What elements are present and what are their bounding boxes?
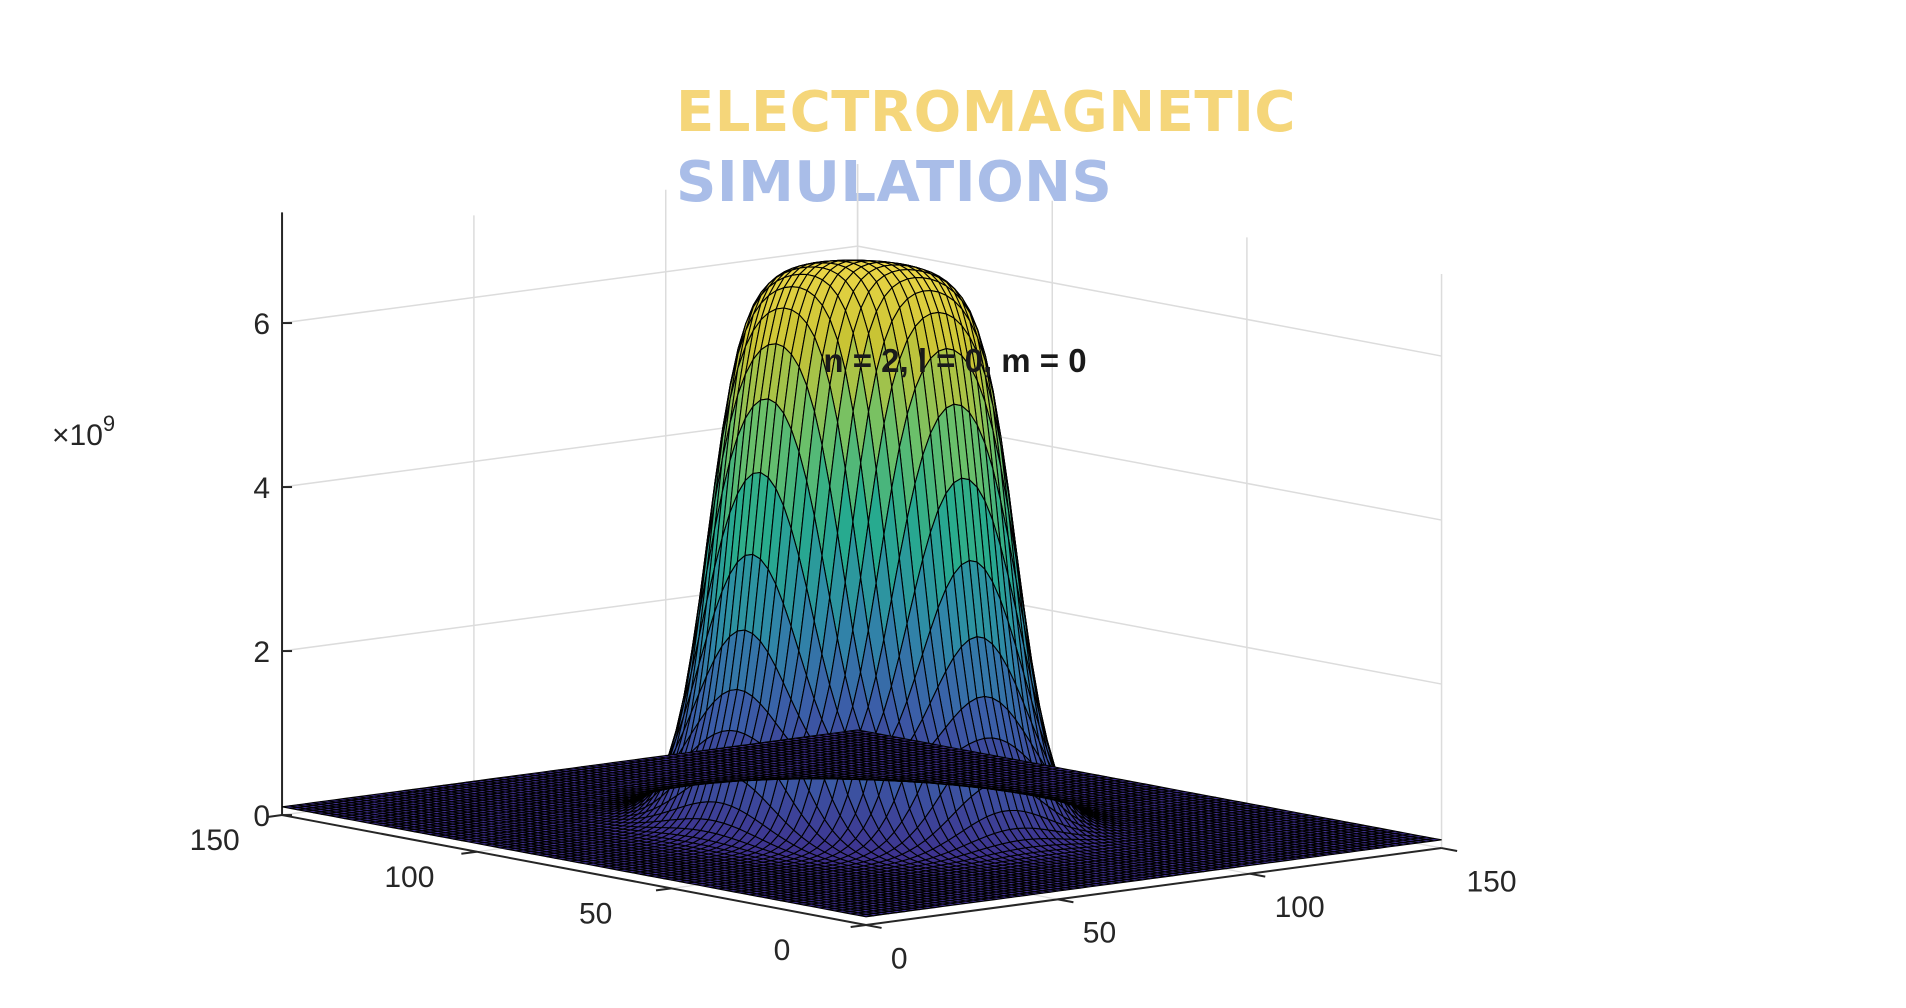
y-axis-line — [281, 814, 867, 926]
x-tick-150 — [1441, 847, 1458, 852]
grid-horizontal-back-z-6 — [281, 245, 858, 324]
surface-mesh — [281, 259, 1442, 918]
y-tick-0 — [850, 924, 867, 929]
x-tick-50 — [1057, 898, 1074, 904]
axes — [266, 212, 1458, 929]
y-tick-50 — [655, 887, 672, 892]
headline-line2: SIMULATIONS — [676, 150, 1113, 215]
x-tick-100 — [1249, 872, 1266, 878]
x-tick-0 — [865, 924, 882, 929]
grid-horizontal-right-z-6 — [857, 245, 1442, 357]
y-tick-150 — [266, 814, 283, 819]
headline-line1: ELECTROMAGNETIC — [676, 80, 1296, 145]
x-axis-line — [865, 847, 1442, 926]
headline: ELECTROMAGNETIC SIMULATIONS — [676, 78, 1296, 218]
y-tick-100 — [461, 850, 477, 855]
